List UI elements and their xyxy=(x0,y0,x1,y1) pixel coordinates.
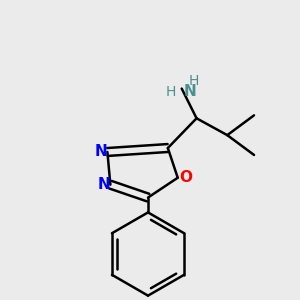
Text: H: H xyxy=(165,85,176,98)
Text: N: N xyxy=(95,145,108,160)
Text: H: H xyxy=(188,74,199,88)
Text: O: O xyxy=(179,170,192,185)
Text: N: N xyxy=(98,177,111,192)
Text: N: N xyxy=(184,84,196,99)
